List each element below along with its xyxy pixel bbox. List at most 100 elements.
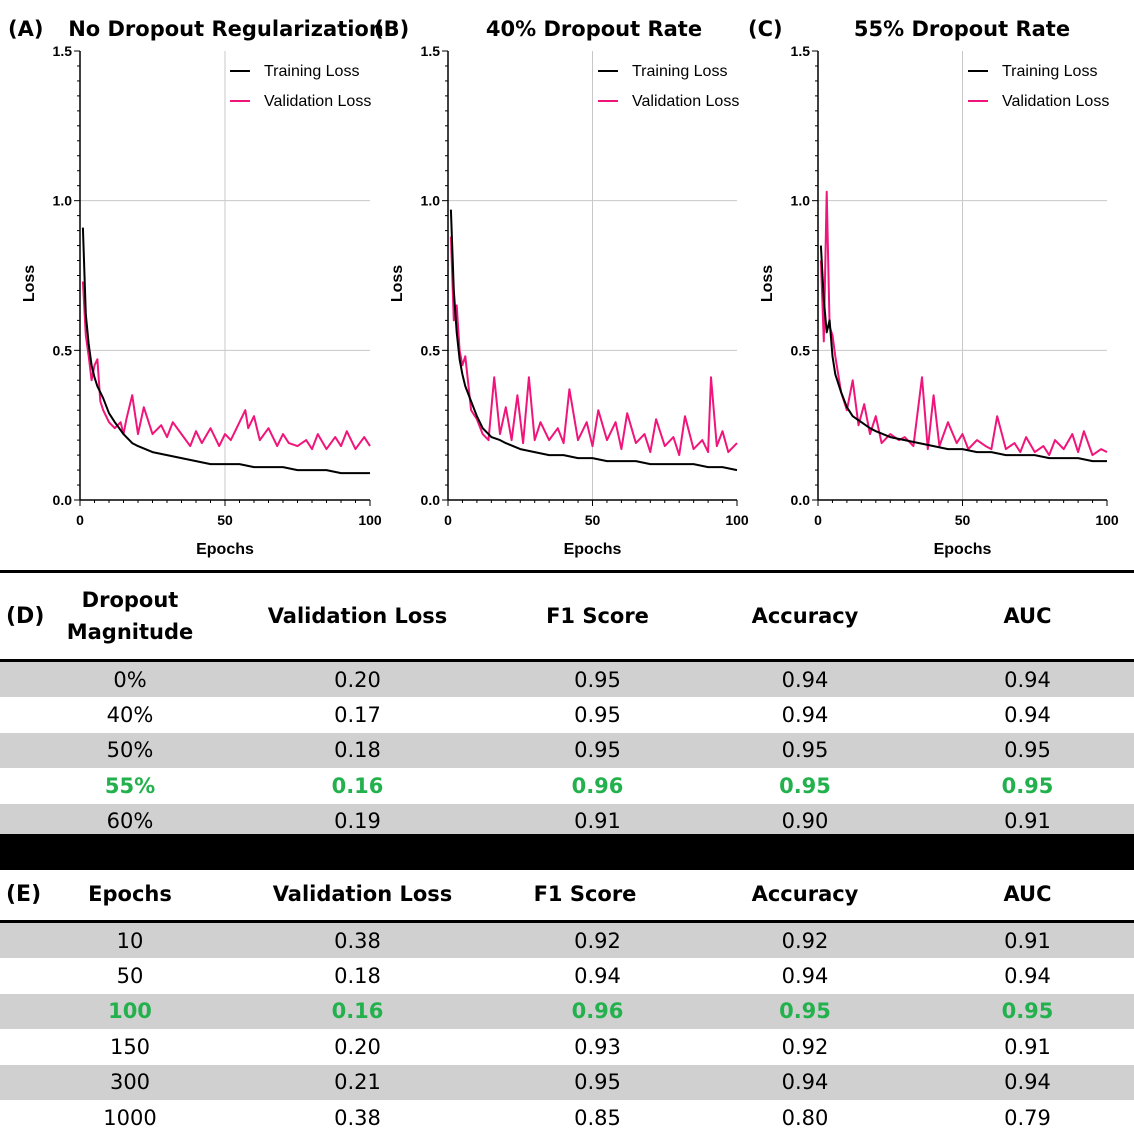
x-tick-label: 50 [585,512,601,528]
separator-bar [0,834,1134,870]
table-row: 10 0.38 0.92 0.92 0.91 [0,923,1134,959]
table-cell: 0.18 [334,964,381,989]
table-cell: 0.19 [334,809,381,834]
table-cell: 0.94 [781,667,829,692]
panel-label: (C) [748,17,783,41]
table-cell: 0.20 [334,1034,381,1059]
panel-label: (A) [8,17,43,41]
legend-entry: Validation Loss [1002,93,1109,110]
column-header: Validation Loss [272,882,453,906]
training-loss-line [449,209,738,472]
y-tick-label: 1.0 [421,193,441,209]
table-cell: 0.91 [574,809,621,834]
y-tick-label: 0.5 [791,342,811,358]
table-cell: 0.95 [781,738,829,763]
table-row: 150 0.20 0.93 0.92 0.91 [0,1029,1134,1064]
table-cell: 0.94 [781,964,829,989]
table-cell: 0.92 [781,1034,829,1059]
x-tick-label: 0 [814,512,822,528]
validation-loss-line [819,190,1108,457]
table-cell: 0.80 [781,1105,829,1130]
column-header: Dropout Magnitude [66,588,194,644]
table-cell: 100 [108,999,152,1024]
column-header: F1 Score [546,604,649,628]
column-header: Accuracy [751,604,859,628]
column-header: AUC [1003,604,1052,628]
y-tick-label: 1.5 [421,43,441,59]
table-cell: 0.95 [574,738,621,763]
validation-loss-line [81,281,371,451]
table-row: 0% 0.20 0.95 0.94 0.94 [0,662,1134,698]
table-row: 100 0.16 0.96 0.95 0.95 [0,993,1134,1030]
table-body: 10 0.38 0.92 0.92 0.91 50 0.18 0.94 0.94 0.94 100 0… [0,923,1134,1135]
table-cell: 55% [104,773,156,798]
y-tick-label: 0.5 [421,342,441,358]
chart-panel: (C) 55% Dropout Rate 0.0 0.5 1.0 1.5 0 50 100 Epo… [748,17,1119,558]
y-axis-label: Loss [389,265,406,302]
table-cell: 0.95 [779,999,831,1024]
y-tick-label: 1.0 [791,193,811,209]
x-tick-label: 50 [955,512,971,528]
table-cell: 0.93 [574,1034,621,1059]
chart-title: 40% Dropout Rate [486,17,702,41]
column-header: AUC [1003,882,1052,906]
table-row: 50 0.18 0.94 0.94 0.94 [0,958,1134,993]
chart-title: 55% Dropout Rate [854,17,1070,41]
loss-charts: (A) No Dropout Regularization 0.0 0.5 1.0 1.5… [8,17,1119,558]
y-tick-label: 0.0 [421,492,441,508]
chart-panel: (B) 40% Dropout Rate 0.0 0.5 1.0 1.5 0 50 100 Epo… [374,17,749,558]
table-cell: 0.91 [1004,928,1051,953]
table-cell: 0.95 [779,773,831,798]
table-cell: 10 [116,928,144,953]
table-cell: 0.92 [574,928,621,953]
dropout-results-table: (D) Dropout Magnitude Validation Loss F1… [0,570,1134,839]
y-tick-label: 0.5 [53,342,73,358]
table-header: (E) Epochs Validation Loss F1 Score Accu… [0,868,1134,923]
table-cell: 0.94 [781,703,829,728]
table-cell: 0.38 [334,928,381,953]
table-cell: 0.95 [574,703,621,728]
table-cell: 0.16 [331,773,384,798]
validation-loss-line [449,236,738,457]
table-cell: 0.92 [781,928,829,953]
y-tick-label: 0.0 [791,492,811,508]
table-row: 60% 0.19 0.91 0.90 0.91 [0,803,1134,839]
x-tick-label: 100 [725,512,749,528]
table-cell: 40% [106,703,154,728]
table-cell: 0.95 [1004,738,1051,763]
panel-label: (E) [6,881,42,907]
table-cell: 1000 [103,1105,157,1130]
table-cell: 0.96 [571,773,624,798]
x-axis-label: Epochs [934,541,992,558]
legend-entry: Validation Loss [264,93,371,110]
legend-entry: Training Loss [1002,63,1097,80]
table-cell: 0.94 [1004,964,1051,989]
table-cell: 0% [113,667,147,692]
table-cell: 0.79 [1004,1105,1051,1130]
column-header: F1 Score [533,882,637,906]
x-tick-label: 100 [358,512,382,528]
table-cell: 0.16 [331,999,384,1024]
table-cell: 0.94 [1004,667,1051,692]
table-cell: 60% [106,809,154,834]
table-row: 55% 0.16 0.96 0.95 0.95 [0,768,1134,803]
table-cell: 0.95 [1001,773,1054,798]
epochs-results-table: (E) Epochs Validation Loss F1 Score Accu… [0,868,1134,1135]
table-row: 1000 0.38 0.85 0.80 0.79 [0,1100,1134,1135]
table-cell: 300 [109,1070,151,1095]
table-cell: 0.91 [1004,809,1051,834]
y-tick-label: 1.0 [53,193,73,209]
chart-title: No Dropout Regularization [68,17,384,41]
table-row: 50% 0.18 0.95 0.95 0.95 [0,732,1134,769]
table-cell: 0.90 [781,809,829,834]
table-cell: 0.17 [334,703,381,728]
x-tick-label: 0 [76,512,84,528]
panel-label: (B) [374,17,409,41]
table-header: (D) Dropout Magnitude Validation Loss F1… [0,573,1134,662]
training-loss-line [819,245,1107,463]
table-cell: 0.94 [1004,1070,1051,1095]
table-cell: 0.38 [334,1105,381,1130]
x-tick-label: 0 [444,512,452,528]
y-axis-label: Loss [759,265,776,302]
table-cell: 0.96 [571,999,624,1024]
